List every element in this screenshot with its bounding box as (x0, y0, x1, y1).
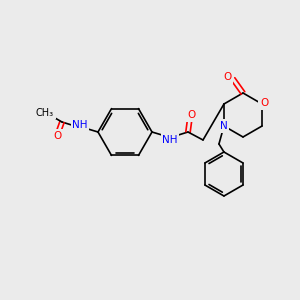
Text: NH: NH (72, 120, 88, 130)
Text: O: O (223, 72, 231, 82)
Text: O: O (53, 131, 61, 141)
Text: N: N (220, 121, 228, 131)
Text: CH₃: CH₃ (36, 108, 54, 118)
Text: O: O (260, 98, 268, 108)
Text: NH: NH (162, 135, 178, 145)
Text: O: O (188, 110, 196, 120)
